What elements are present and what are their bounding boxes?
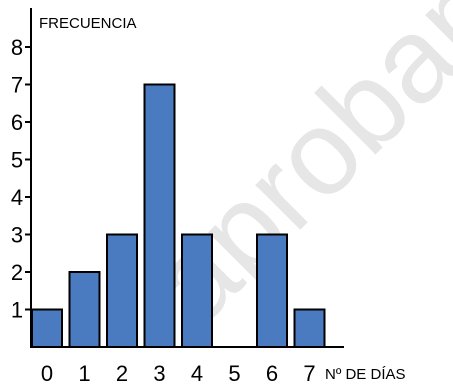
x-tick-label: 7 — [303, 361, 315, 386]
x-tick-label: 5 — [228, 361, 240, 386]
x-tick-label: 4 — [191, 361, 203, 386]
y-tick-label: 2 — [11, 260, 23, 285]
x-tick-label: 6 — [266, 361, 278, 386]
bar-6 — [256, 233, 288, 348]
bar-1 — [68, 271, 101, 348]
y-tick-label: 4 — [11, 185, 23, 210]
y-axis-title: FRECUENCIA — [39, 15, 137, 32]
y-tick-label: 3 — [11, 223, 23, 248]
bar-2 — [106, 233, 138, 348]
bar-0 — [31, 308, 63, 348]
y-tick-label: 5 — [11, 148, 23, 173]
x-tick-label: 2 — [116, 361, 128, 386]
bar-7 — [293, 308, 326, 348]
x-axis-title: Nº DE DÍAS — [325, 366, 406, 383]
y-ticks-group: 1 2 3 4 5 6 7 8 — [11, 35, 31, 323]
x-tick-label: 3 — [153, 361, 165, 386]
bar-3 — [143, 83, 176, 348]
x-tick-label: 0 — [41, 361, 53, 386]
bars-group — [31, 83, 326, 348]
y-tick-label: 6 — [11, 110, 23, 135]
x-tick-label: 1 — [78, 361, 90, 386]
y-tick-label: 7 — [11, 73, 23, 98]
y-tick-label: 1 — [11, 298, 23, 323]
bar-4 — [181, 233, 213, 348]
y-tick-label: 8 — [11, 35, 23, 60]
axes-group — [30, 8, 344, 348]
